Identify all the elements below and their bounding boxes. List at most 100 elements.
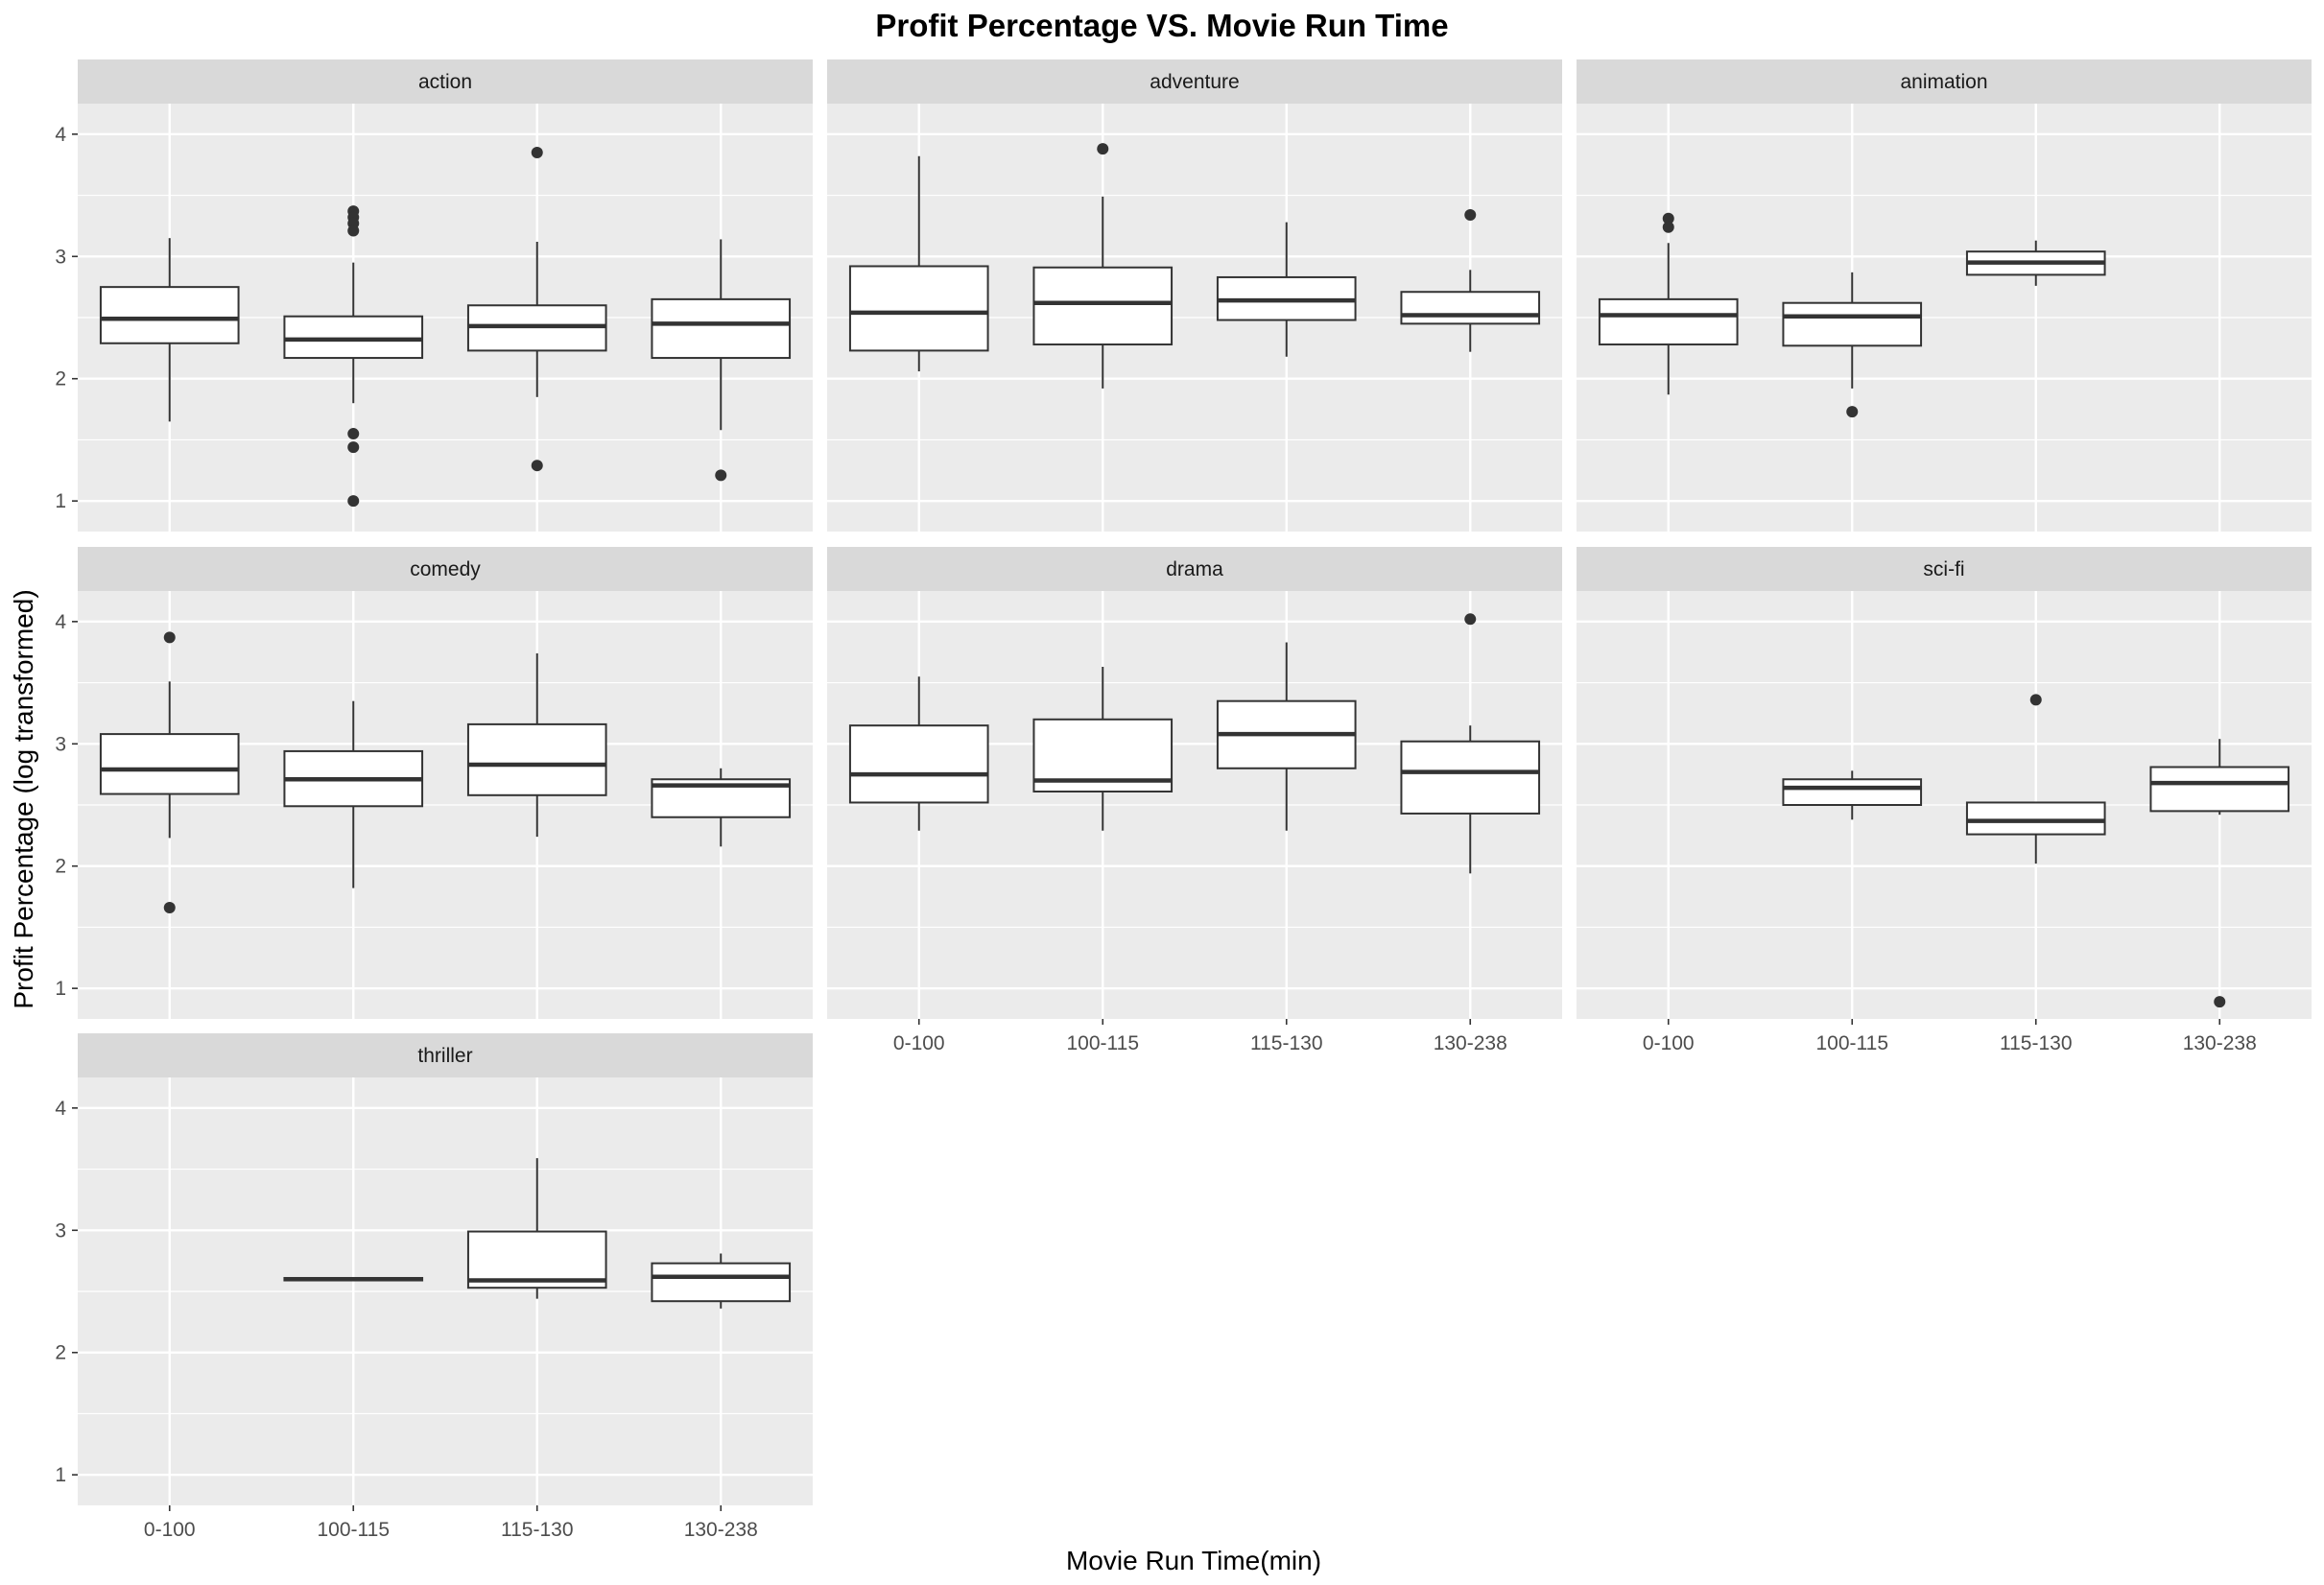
box-iqr <box>1032 266 1174 346</box>
facet-label: thriller <box>417 1045 472 1067</box>
x-tick-label: 130-238 <box>2183 1032 2257 1054</box>
box-drama-130-238 <box>1400 613 1541 874</box>
box-thriller-115-130 <box>466 1158 607 1299</box>
outlier-point <box>163 631 176 644</box>
y-tick-label: 1 <box>55 490 66 512</box>
box-adventure-130-238 <box>1400 208 1541 352</box>
y-tick-label: 4 <box>55 124 66 146</box>
y-tick-label: 3 <box>55 733 66 755</box>
box-comedy-130-238 <box>651 768 792 847</box>
box-iqr <box>283 315 424 360</box>
x-tick-label: 0-100 <box>144 1519 196 1541</box>
box-comedy-100-115 <box>283 700 424 888</box>
facet-strip <box>78 547 813 591</box>
box-iqr <box>466 722 607 796</box>
facet-strip <box>1577 59 2312 104</box>
box-sci-fi-100-115 <box>1782 770 1923 820</box>
box-action-115-130 <box>466 146 607 472</box>
y-tick-label: 1 <box>55 1464 66 1486</box>
facet-animation: animation <box>1577 59 2312 532</box>
outlier-point <box>1464 208 1477 221</box>
outlier-point <box>531 146 543 158</box>
box-iqr <box>99 733 240 795</box>
y-tick-label: 4 <box>55 611 66 633</box>
box-iqr <box>1782 301 1923 347</box>
facet-label: adventure <box>1150 71 1239 93</box>
box-action-130-238 <box>651 239 792 482</box>
outlier-point <box>1846 406 1859 418</box>
box-animation-115-130 <box>1965 240 2106 286</box>
box-action-0-100 <box>99 238 240 422</box>
outlier-point <box>1662 221 1674 233</box>
box-iqr <box>99 286 240 344</box>
box-comedy-0-100 <box>99 631 240 914</box>
x-tick-label: 115-130 <box>1250 1032 1323 1054</box>
facet-drama: drama 0-100 100-115 115-130 130-238 <box>827 547 1562 1054</box>
x-axis-title: Movie Run Time(min) <box>1066 1546 1321 1575</box>
facet-label: action <box>418 71 472 93</box>
outlier-point <box>347 441 360 454</box>
box-iqr <box>848 265 989 352</box>
facet-strip <box>827 59 1562 104</box>
box-iqr <box>1965 801 2106 836</box>
facet-action: action 1 2 3 4 <box>55 59 813 532</box>
outlier-point <box>347 225 360 237</box>
y-tick-label: 3 <box>55 1219 66 1242</box>
box-iqr <box>1400 740 1541 815</box>
box-iqr <box>651 297 792 360</box>
facet-label: animation <box>1900 71 1987 93</box>
outlier-point <box>1662 212 1674 225</box>
box-adventure-0-100 <box>848 155 989 372</box>
facet-strip <box>78 1033 813 1077</box>
box-iqr <box>1782 778 1923 806</box>
chart-title: Profit Percentage VS. Movie Run Time <box>875 8 1448 43</box>
x-tick-label: 100-115 <box>1815 1032 1888 1054</box>
box-thriller-130-238 <box>651 1253 792 1309</box>
box-iqr <box>848 724 989 804</box>
outlier-point <box>2029 694 2042 706</box>
box-thriller-100-115 <box>283 1276 424 1282</box>
y-axis-title: Profit Percentage (log transformed) <box>9 589 38 1008</box>
box-comedy-115-130 <box>466 652 607 838</box>
x-tick-label: 115-130 <box>2000 1032 2073 1054</box>
facet-sci-fi: sci-fi 0-100 100-115 115-130 130-238 <box>1577 547 2312 1054</box>
facet-label: drama <box>1166 558 1223 580</box>
x-tick-label: 0-100 <box>893 1032 945 1054</box>
outlier-point <box>1097 143 1109 155</box>
x-tick-label: 130-238 <box>1434 1032 1507 1054</box>
facet-comedy: comedy 1 2 3 4 <box>55 547 813 1019</box>
facet-adventure: adventure <box>827 59 1562 532</box>
x-tick-label: 100-115 <box>1066 1032 1139 1054</box>
y-tick-label: 1 <box>55 978 66 1000</box>
outlier-point <box>531 460 543 472</box>
box-sci-fi-130-238 <box>2149 739 2290 1008</box>
facet-strip <box>1577 547 2312 591</box>
x-tick-label: 130-238 <box>684 1519 758 1541</box>
facet-label: comedy <box>410 558 481 580</box>
box-animation-100-115 <box>1782 272 1923 418</box>
box-iqr <box>2149 766 2290 813</box>
y-tick-label: 2 <box>55 1342 66 1364</box>
box-adventure-115-130 <box>1216 222 1357 357</box>
box-action-100-115 <box>283 205 424 508</box>
box-drama-0-100 <box>848 676 989 831</box>
box-sci-fi-115-130 <box>1965 694 2106 864</box>
box-drama-115-130 <box>1216 642 1357 831</box>
y-tick-label: 2 <box>55 856 66 878</box>
facet-strip <box>827 547 1562 591</box>
box-animation-0-100 <box>1598 212 1739 395</box>
y-tick-label: 2 <box>55 368 66 390</box>
outlier-point <box>2214 996 2226 1008</box>
outlier-point <box>347 428 360 440</box>
outlier-point <box>347 495 360 508</box>
box-iqr <box>651 1262 792 1303</box>
y-tick-label: 3 <box>55 246 66 268</box>
facet-label: sci-fi <box>1923 558 1964 580</box>
facet-strip <box>78 59 813 104</box>
x-tick-label: 100-115 <box>317 1519 390 1541</box>
box-iqr <box>1400 291 1541 325</box>
x-tick-label: 0-100 <box>1643 1032 1695 1054</box>
outlier-point <box>163 902 176 914</box>
box-adventure-100-115 <box>1032 143 1174 389</box>
box-drama-100-115 <box>1032 667 1174 831</box>
